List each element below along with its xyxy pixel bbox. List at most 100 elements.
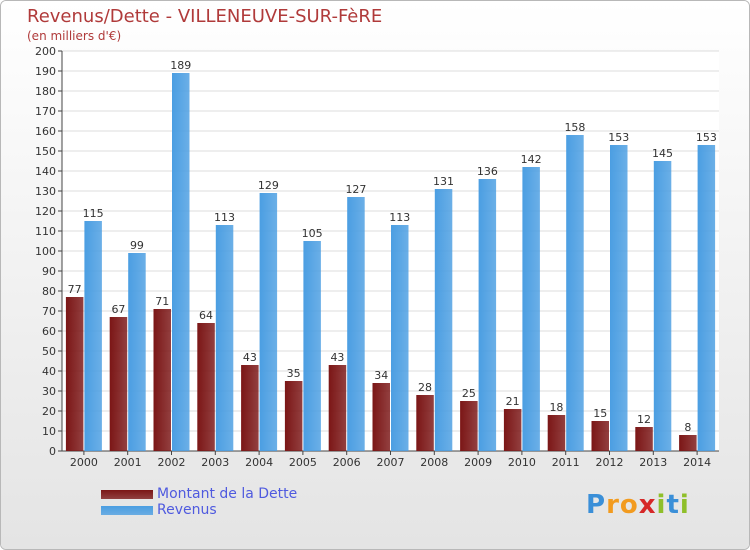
bar bbox=[215, 225, 234, 451]
y-tick-label: 10 bbox=[42, 425, 56, 438]
bar bbox=[303, 241, 321, 451]
data-label: 145 bbox=[652, 147, 673, 160]
bar bbox=[84, 221, 102, 451]
y-tick-label: 0 bbox=[49, 445, 56, 458]
bar bbox=[128, 253, 146, 451]
data-label: 115 bbox=[83, 207, 104, 220]
y-tick-label: 140 bbox=[35, 165, 56, 178]
x-tick-label: 2012 bbox=[596, 456, 624, 469]
data-label: 25 bbox=[462, 387, 476, 400]
x-tick-label: 2009 bbox=[464, 456, 492, 469]
chart-subtitle: (en milliers d'€) bbox=[27, 29, 122, 43]
bar bbox=[284, 381, 303, 451]
data-label: 105 bbox=[302, 227, 323, 240]
legend-item-revenus: Revenus bbox=[101, 502, 361, 518]
data-label: 67 bbox=[111, 303, 125, 316]
bar bbox=[610, 145, 628, 451]
bar bbox=[416, 395, 434, 451]
x-tick-label: 2010 bbox=[508, 456, 536, 469]
x-tick-label: 2014 bbox=[683, 456, 711, 469]
y-tick-label: 180 bbox=[35, 85, 56, 98]
bar bbox=[259, 193, 278, 451]
data-label: 43 bbox=[243, 351, 257, 364]
y-tick-label: 130 bbox=[35, 185, 56, 198]
y-tick-label: 120 bbox=[35, 205, 56, 218]
x-tick-label: 2000 bbox=[70, 456, 98, 469]
bar bbox=[503, 409, 522, 451]
bar bbox=[153, 309, 171, 451]
logo-letter: i bbox=[679, 490, 690, 520]
data-label: 113 bbox=[389, 211, 410, 224]
logo-letter: r bbox=[606, 490, 620, 520]
data-label: 28 bbox=[418, 381, 432, 394]
data-label: 77 bbox=[68, 283, 82, 296]
y-tick-label: 40 bbox=[42, 365, 56, 378]
legend-item-dette: Montant de la Dette bbox=[101, 486, 361, 502]
x-tick-label: 2011 bbox=[552, 456, 580, 469]
logo-letter: i bbox=[656, 490, 667, 520]
data-label: 64 bbox=[199, 309, 213, 322]
bar-chart: 0 10 20 30 40 50 60 70 80 90 100 110 120 130 140 150 160… bbox=[35, 45, 719, 469]
x-tick-label: 2008 bbox=[420, 456, 448, 469]
x-tick-label: 2002 bbox=[158, 456, 186, 469]
data-label: 142 bbox=[521, 153, 542, 166]
bar bbox=[566, 135, 584, 451]
proxiti-logo: Proxiti bbox=[586, 490, 690, 520]
y-tick-label: 110 bbox=[35, 225, 56, 238]
x-tick-label: 2001 bbox=[114, 456, 142, 469]
x-tick-label: 2003 bbox=[201, 456, 229, 469]
y-tick-label: 200 bbox=[35, 45, 56, 58]
x-tick-label: 2013 bbox=[639, 456, 667, 469]
y-tick-label: 100 bbox=[35, 245, 56, 258]
bar bbox=[653, 161, 672, 451]
data-label: 71 bbox=[155, 295, 169, 308]
data-label: 113 bbox=[214, 211, 235, 224]
data-label: 129 bbox=[258, 179, 279, 192]
bar bbox=[109, 317, 128, 451]
data-label: 12 bbox=[637, 413, 651, 426]
bar bbox=[478, 179, 497, 451]
logo-letter: t bbox=[666, 490, 680, 520]
bar bbox=[347, 197, 365, 451]
legend-swatch-dette bbox=[101, 490, 153, 499]
x-tick-label: 2004 bbox=[245, 456, 273, 469]
data-label: 99 bbox=[130, 239, 144, 252]
chart-legend: Montant de la Dette Revenus bbox=[101, 486, 361, 518]
data-label: 131 bbox=[433, 175, 454, 188]
y-tick-label: 160 bbox=[35, 125, 56, 138]
data-label: 127 bbox=[345, 183, 366, 196]
y-tick-label: 30 bbox=[42, 385, 56, 398]
bar bbox=[522, 167, 540, 451]
logo-letter: o bbox=[619, 490, 639, 520]
data-label: 8 bbox=[684, 421, 691, 434]
bar bbox=[547, 415, 566, 451]
y-tick-label: 70 bbox=[42, 305, 56, 318]
x-tick-label: 2007 bbox=[377, 456, 405, 469]
data-label: 43 bbox=[330, 351, 344, 364]
y-tick-label: 20 bbox=[42, 405, 56, 418]
y-tick-label: 190 bbox=[35, 65, 56, 78]
data-label: 136 bbox=[477, 165, 498, 178]
bar bbox=[391, 225, 409, 451]
bar bbox=[697, 145, 716, 451]
bar bbox=[197, 323, 215, 451]
data-label: 34 bbox=[374, 369, 388, 382]
data-label: 153 bbox=[608, 131, 629, 144]
bar bbox=[460, 401, 478, 451]
legend-label-revenus: Revenus bbox=[157, 502, 217, 518]
bar bbox=[172, 73, 190, 451]
y-tick-label: 150 bbox=[35, 145, 56, 158]
chart-title: Revenus/Dette - VILLENEUVE-SUR-FèRE bbox=[27, 6, 383, 27]
bar bbox=[372, 383, 390, 451]
data-label: 35 bbox=[287, 367, 301, 380]
data-label: 158 bbox=[564, 121, 585, 134]
y-tick-label: 80 bbox=[42, 285, 56, 298]
y-tick-label: 90 bbox=[42, 265, 56, 278]
bar bbox=[434, 189, 453, 451]
y-tick-label: 170 bbox=[35, 105, 56, 118]
bar bbox=[591, 421, 609, 451]
data-label: 18 bbox=[549, 401, 563, 414]
data-label: 15 bbox=[593, 407, 607, 420]
bar bbox=[679, 435, 697, 451]
